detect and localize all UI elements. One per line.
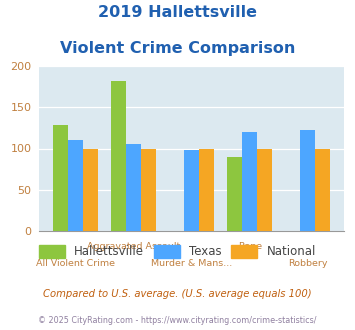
Bar — [227, 157, 242, 231]
Text: Aggravated Assault: Aggravated Assault — [87, 242, 180, 251]
Bar — [83, 148, 98, 231]
Bar — [315, 148, 331, 231]
Legend: Hallettsville, Texas, National: Hallettsville, Texas, National — [34, 240, 321, 263]
Text: © 2025 CityRating.com - https://www.cityrating.com/crime-statistics/: © 2025 CityRating.com - https://www.city… — [38, 316, 317, 325]
Text: Violent Crime Comparison: Violent Crime Comparison — [60, 41, 295, 56]
Text: All Violent Crime: All Violent Crime — [36, 259, 115, 268]
Bar — [126, 144, 141, 231]
Bar — [53, 125, 68, 231]
Bar — [68, 140, 83, 231]
Text: Compared to U.S. average. (U.S. average equals 100): Compared to U.S. average. (U.S. average … — [43, 289, 312, 299]
Bar — [199, 148, 214, 231]
Bar — [141, 148, 156, 231]
Text: Robbery: Robbery — [288, 259, 328, 268]
Bar — [111, 81, 126, 231]
Bar — [242, 132, 257, 231]
Bar — [257, 148, 272, 231]
Bar — [184, 150, 199, 231]
Text: Rape: Rape — [238, 242, 262, 251]
Text: Murder & Mans...: Murder & Mans... — [151, 259, 232, 268]
Bar — [300, 130, 315, 231]
Text: 2019 Hallettsville: 2019 Hallettsville — [98, 5, 257, 20]
